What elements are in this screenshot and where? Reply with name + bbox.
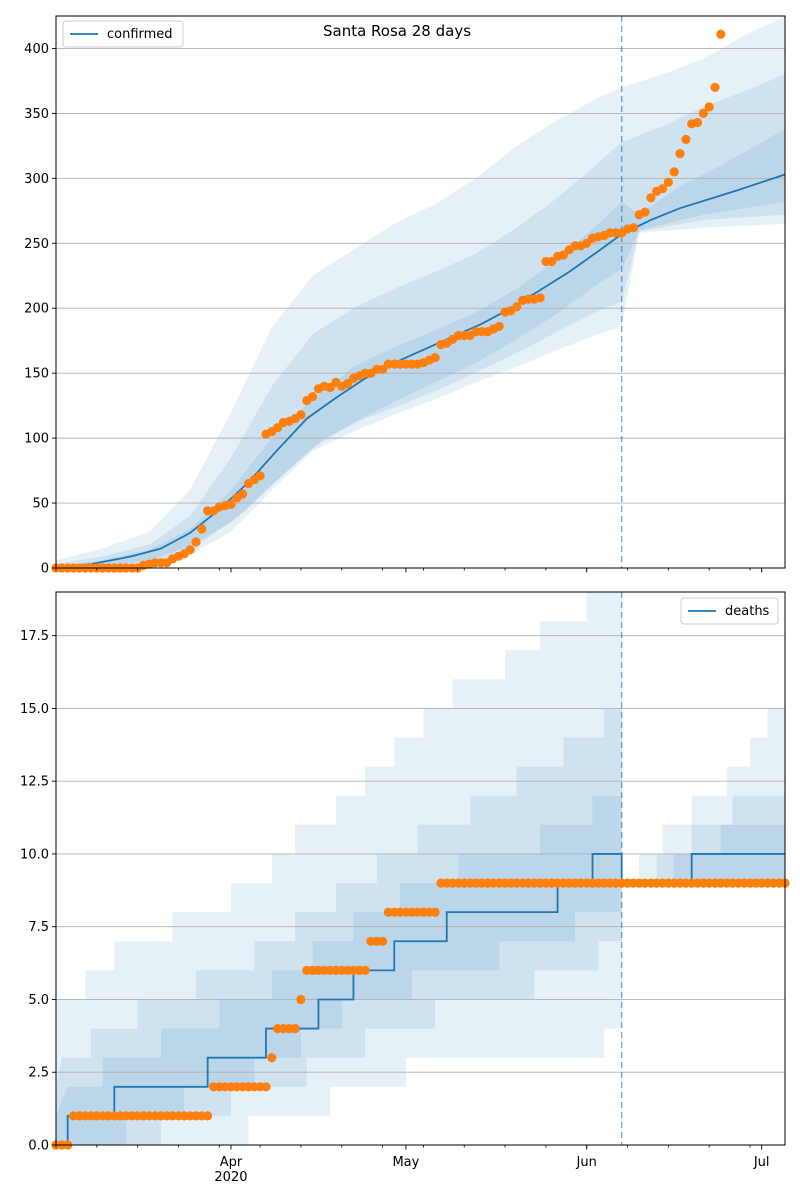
confirmed-gridlines xyxy=(56,48,785,504)
observed-point xyxy=(290,1024,300,1034)
confirmed-y-axis: 0 50 100 150 200 250 300 350 400 xyxy=(24,42,56,577)
observed-point xyxy=(197,524,207,534)
confirmed-observed-points xyxy=(51,29,726,573)
x-tick-label: May xyxy=(392,1155,419,1170)
observed-point xyxy=(308,392,318,402)
y-tick-label: 100 xyxy=(24,432,49,447)
observed-point xyxy=(535,293,545,303)
y-tick-label: 200 xyxy=(24,302,49,317)
observed-point xyxy=(547,256,557,267)
y-tick-label: 5.0 xyxy=(28,993,49,1008)
observed-point xyxy=(704,102,714,112)
observed-point xyxy=(663,177,674,187)
y-tick-label: 0 xyxy=(41,562,49,577)
observed-point xyxy=(692,117,703,128)
y-tick-label: 2.5 xyxy=(28,1066,49,1081)
observed-point xyxy=(628,223,639,233)
y-tick-label: 300 xyxy=(24,172,49,187)
observed-point xyxy=(430,907,440,917)
band-middle xyxy=(56,74,785,568)
x-tick-label: Jun xyxy=(576,1155,597,1170)
confirmed-x-axis xyxy=(55,568,763,573)
observed-point xyxy=(226,499,236,509)
observed-point xyxy=(191,537,201,547)
observed-point xyxy=(512,302,522,312)
legend-label-deaths: deaths xyxy=(725,604,770,619)
deaths-y-axis: 0.0 2.5 5.0 7.5 10.0 12.5 15.0 17.5 xyxy=(20,629,56,1154)
observed-point xyxy=(296,410,306,420)
band-outer xyxy=(56,592,785,1145)
y-tick-label: 7.5 xyxy=(28,920,49,935)
observed-point xyxy=(261,1082,271,1092)
observed-point xyxy=(494,321,504,331)
observed-point xyxy=(378,936,388,946)
y-tick-label: 12.5 xyxy=(20,775,49,790)
median-line xyxy=(56,853,785,1145)
observed-point xyxy=(238,489,248,499)
observed-point xyxy=(267,1053,277,1063)
y-tick-label: 400 xyxy=(24,42,49,57)
legend-label-confirmed: confirmed xyxy=(107,27,173,42)
observed-point xyxy=(203,1111,213,1121)
observed-point xyxy=(681,134,691,144)
deaths-median-line xyxy=(56,853,785,1145)
y-tick-label: 350 xyxy=(24,107,49,122)
observed-point xyxy=(430,353,440,363)
observed-point xyxy=(640,207,650,217)
confirmed-plot-frame xyxy=(55,15,786,569)
observed-point xyxy=(710,82,720,92)
x-tick-label: Apr xyxy=(220,1155,243,1170)
legend-box xyxy=(62,20,184,48)
y-tick-label: 17.5 xyxy=(20,629,49,644)
y-tick-label: 0.0 xyxy=(28,1139,49,1154)
y-tick-label: 150 xyxy=(24,367,49,382)
observed-point xyxy=(646,193,656,203)
observed-point xyxy=(675,149,685,159)
deaths-observed-points xyxy=(51,878,790,1150)
observed-point xyxy=(185,545,195,555)
y-tick-label: 15.0 xyxy=(20,702,49,717)
observed-point xyxy=(255,471,265,481)
y-tick-label: 10.0 xyxy=(20,847,49,862)
confirmed-legend: confirmed xyxy=(62,20,184,48)
chart-title: Santa Rosa 28 days xyxy=(323,22,471,40)
observed-point xyxy=(360,965,370,976)
y-tick-label: 250 xyxy=(24,237,49,252)
x-tick-sublabel: 2020 xyxy=(214,1170,247,1185)
confirmed-chart: 0 50 100 150 200 250 300 350 400 Santa Rosa 28 d… xyxy=(24,15,786,577)
band-outer xyxy=(56,16,785,568)
observed-point xyxy=(296,994,306,1005)
observed-point xyxy=(657,184,668,194)
observed-point xyxy=(669,167,679,177)
x-tick-label: Jul xyxy=(753,1155,770,1170)
legend-box xyxy=(680,597,779,625)
observed-point xyxy=(716,29,726,39)
deaths-plot-frame xyxy=(55,591,786,1146)
deaths-gridlines xyxy=(56,635,785,1073)
deaths-legend: deaths xyxy=(680,597,779,625)
y-tick-label: 50 xyxy=(32,497,49,512)
observed-point xyxy=(698,108,709,118)
